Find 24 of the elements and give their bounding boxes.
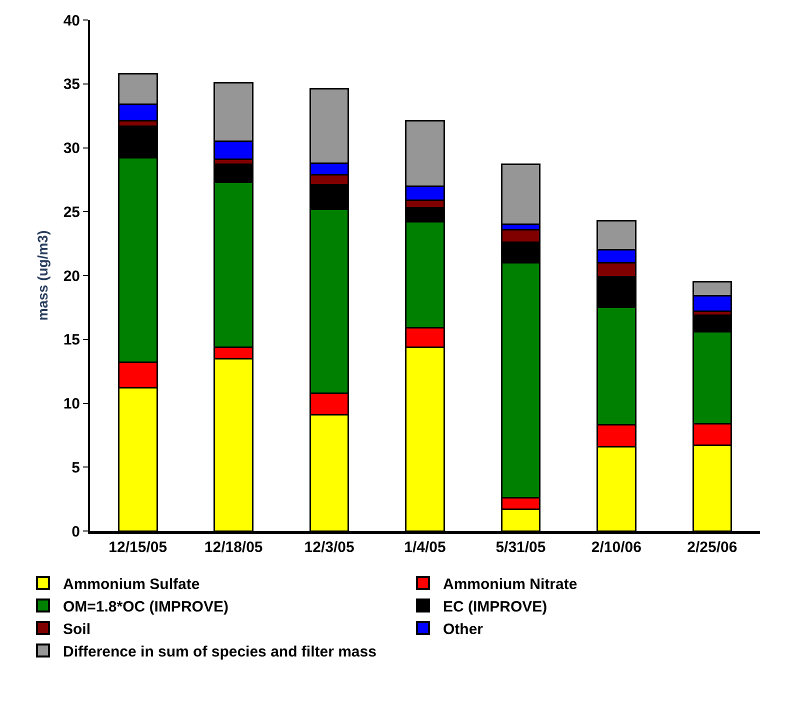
legend-label: EC (IMPROVE) <box>443 598 548 616</box>
legend-label: Difference in sum of species and filter mass <box>63 643 376 660</box>
x-tick-label: 2/25/06 <box>687 539 738 556</box>
y-tick-label: 5 <box>72 459 80 476</box>
y-axis-title: mass (ug/m3) <box>34 230 50 321</box>
x-tick-label: 12/3/05 <box>304 539 354 556</box>
y-tick-label: 30 <box>63 140 80 157</box>
legend-label: Soil <box>63 620 91 638</box>
y-tick-label: 25 <box>63 204 80 221</box>
x-tick-label: 12/15/05 <box>108 539 168 556</box>
legend-label: Ammonium Sulfate <box>63 576 200 593</box>
x-tick-label: 1/4/05 <box>404 539 446 556</box>
y-tick-label: 15 <box>63 332 80 349</box>
y-tick-label: 10 <box>63 396 80 412</box>
x-tick-label: 5/31/05 <box>496 539 546 556</box>
x-tick-label: 12/18/05 <box>204 539 263 556</box>
legend-label: Other <box>443 620 484 638</box>
y-tick-label: 40 <box>63 12 80 30</box>
x-tick-label: 2/10/06 <box>591 539 642 556</box>
y-tick-label: 20 <box>63 268 80 285</box>
y-tick-label: 35 <box>63 76 80 94</box>
y-tick-label: 0 <box>72 523 80 540</box>
legend-label: Ammonium Nitrate <box>443 576 578 593</box>
legend-label: OM=1.8*OC (IMPROVE) <box>63 598 228 616</box>
